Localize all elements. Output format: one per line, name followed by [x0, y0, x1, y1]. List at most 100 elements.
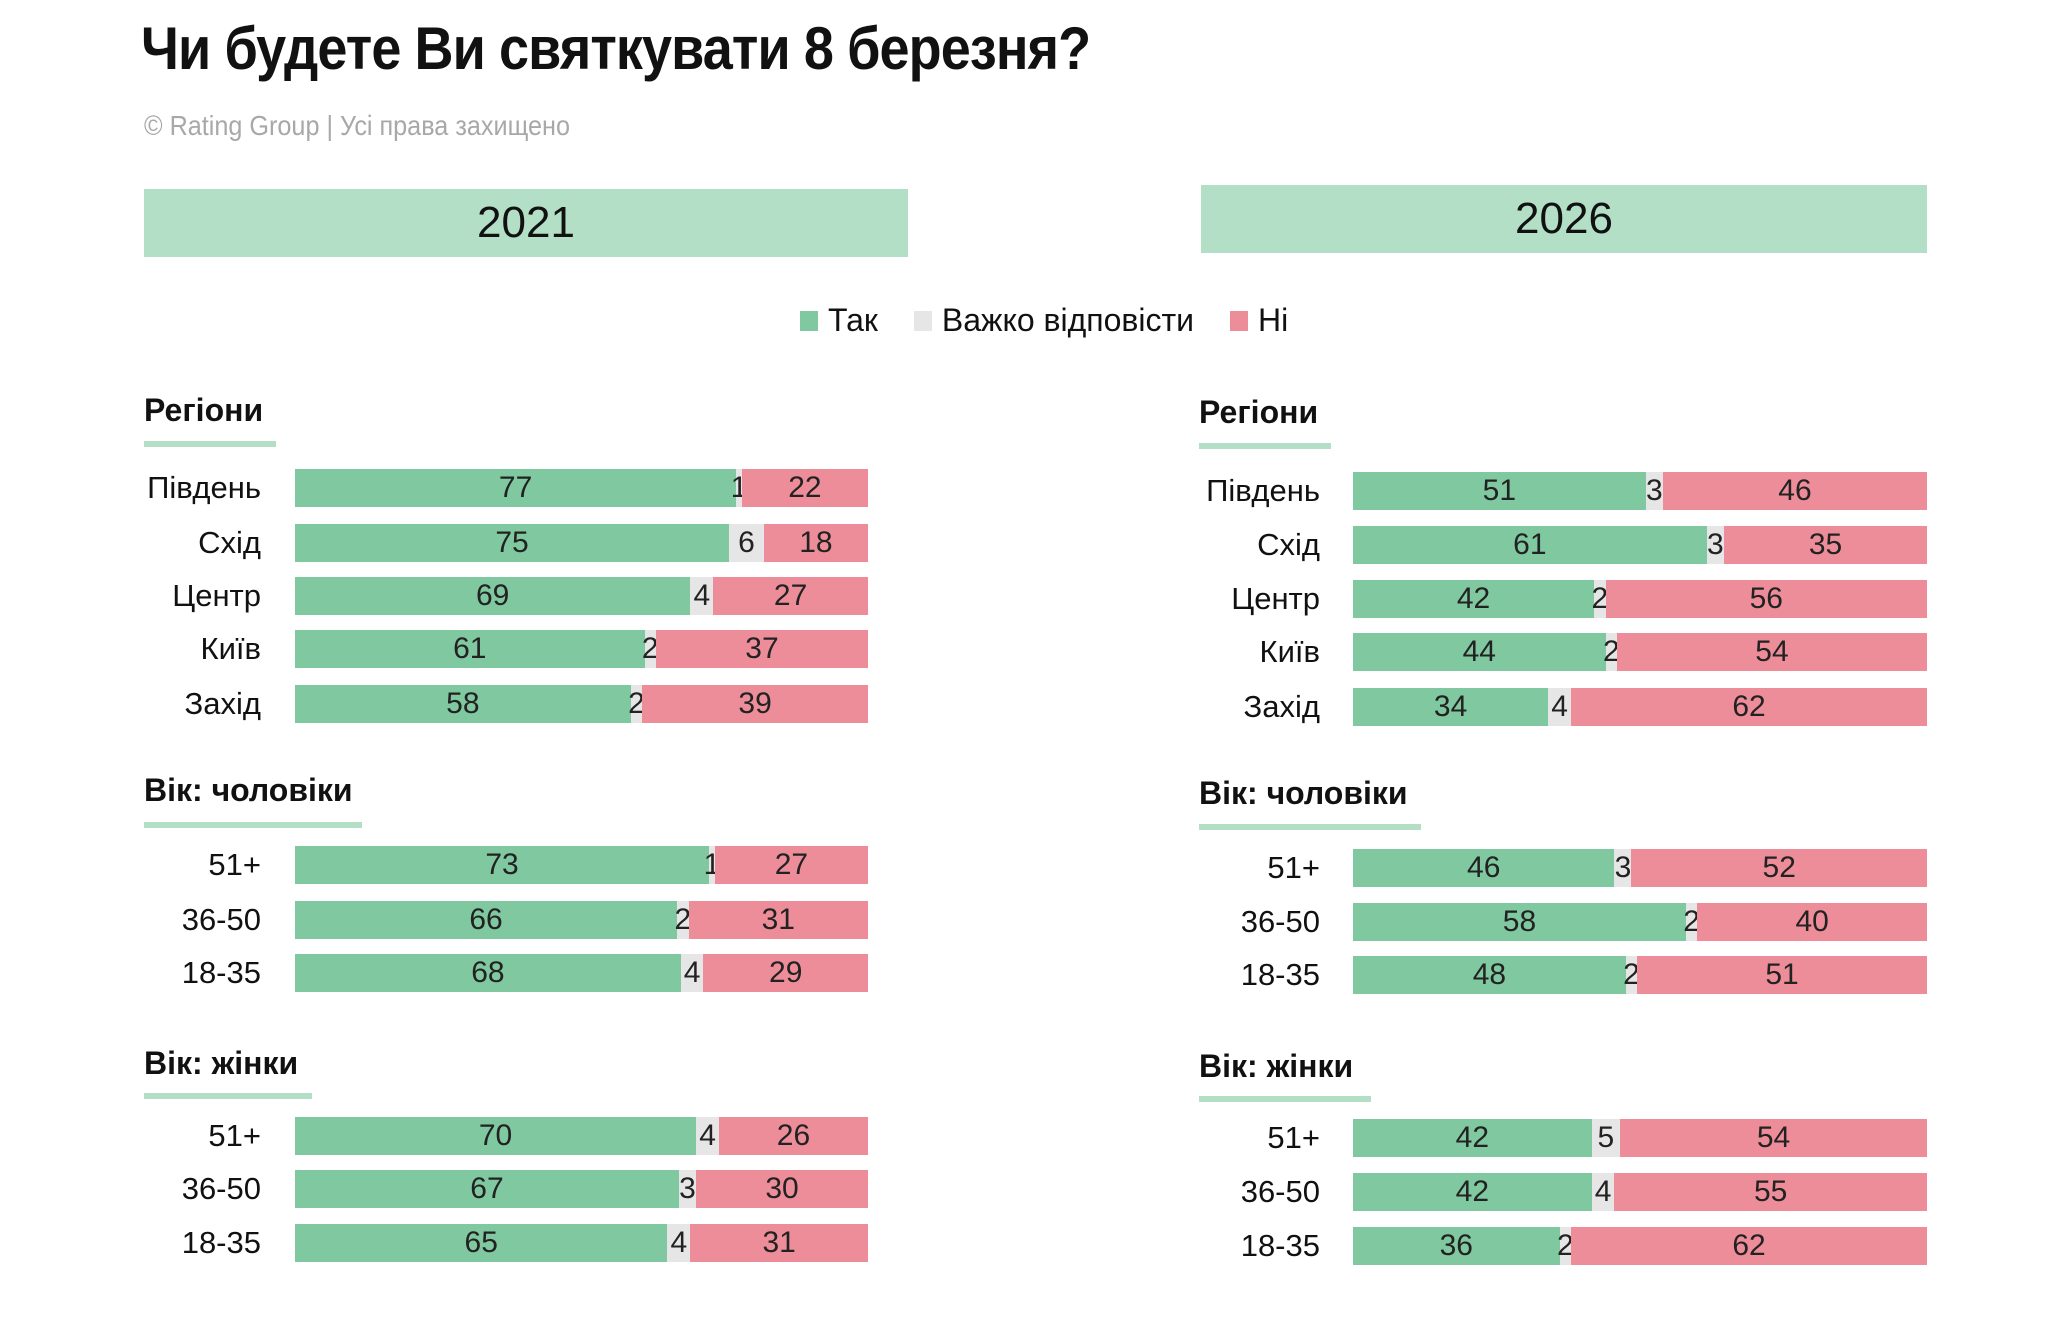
section-title: Регіони	[144, 392, 264, 428]
bar-segment-no: 54	[1620, 1119, 1927, 1157]
stacked-bar: 69 4 27	[295, 577, 868, 615]
bar-segment-hard: 5	[1591, 1119, 1621, 1157]
data-label: 73	[485, 848, 519, 881]
data-label: 4	[1594, 1175, 1612, 1208]
bar-segment-hard: 2	[1623, 956, 1640, 994]
row-label: 36-50	[181, 902, 261, 937]
legend-label: Ні	[1258, 302, 1289, 338]
data-label: 5	[1597, 1121, 1615, 1154]
bar-segment-no: 54	[1617, 633, 1927, 671]
bar-segment-yes: 61	[295, 630, 645, 668]
legend-label: Так	[828, 302, 878, 338]
stacked-bar: 34 4 62	[1353, 688, 1927, 726]
data-label: 2	[1557, 1229, 1574, 1262]
data-label: 46	[1467, 851, 1501, 884]
bar-segment-yes: 48	[1353, 956, 1626, 994]
data-label: 46	[1778, 474, 1812, 507]
bar-segment-no: 39	[642, 685, 868, 723]
legend-label: Важко відповісти	[941, 302, 1195, 338]
data-label: 2	[1591, 582, 1609, 615]
data-label: 75	[495, 526, 529, 559]
data-label: 68	[471, 956, 505, 989]
bar-segment-hard: 4	[690, 577, 714, 615]
data-label: 77	[498, 471, 533, 504]
bar-segment-hard: 2	[674, 901, 692, 939]
year-header-2021: 2021	[144, 189, 908, 257]
data-label: 2	[674, 903, 692, 936]
row-label: 18-35	[181, 955, 261, 990]
stacked-bar: 61 3 35	[1353, 526, 1927, 564]
bar-segment-hard: 4	[1548, 688, 1572, 726]
bar-segment-no: 62	[1571, 688, 1927, 726]
row-label: 36-50	[1240, 904, 1320, 939]
data-label: 55	[1754, 1175, 1788, 1208]
data-label: 26	[776, 1119, 811, 1152]
bar-segment-hard: 6	[729, 524, 764, 562]
data-label: 67	[470, 1172, 504, 1205]
bar-segment-no: 27	[714, 846, 868, 884]
data-label: 2	[1683, 905, 1700, 938]
copyright-subtitle: © Rating Group | Усі права захищено	[144, 110, 570, 141]
row-label: Південь	[147, 470, 261, 505]
year-header-2026: 2026	[1201, 185, 1927, 253]
bar-segment-no: 46	[1662, 472, 1927, 510]
bar-segment-hard: 3	[1706, 526, 1725, 564]
data-label: 37	[745, 632, 779, 665]
stacked-bar: 70 4 26	[295, 1117, 868, 1155]
data-label: 61	[453, 632, 487, 665]
data-label: 66	[469, 903, 503, 936]
bar-segment-yes: 42	[1353, 1119, 1592, 1157]
bar-segment-hard: 3	[1614, 849, 1632, 887]
data-label: 58	[446, 687, 480, 720]
bar-segment-no: 29	[703, 954, 868, 992]
data-label: 54	[1756, 1121, 1791, 1154]
row-label: Захід	[1243, 689, 1320, 724]
section-title: Вік: жінки	[144, 1045, 299, 1081]
data-label: 42	[1456, 582, 1491, 615]
stacked-bar: 36 2 62	[1353, 1227, 1927, 1265]
bar-segment-hard: 4	[1591, 1173, 1615, 1211]
data-label: 52	[1762, 851, 1796, 884]
stacked-bar: 77 1 22	[295, 469, 868, 507]
bar-segment-no: 55	[1614, 1173, 1927, 1211]
section-underline	[144, 1093, 312, 1099]
legend-item-no: Ні	[1230, 302, 1288, 339]
data-label: 22	[788, 471, 822, 504]
bar-segment-yes: 75	[295, 524, 730, 562]
stacked-bar: 73 1 27	[295, 846, 868, 884]
data-label: 18	[799, 526, 833, 559]
data-label: 58	[1502, 905, 1537, 938]
row-label: 51+	[1267, 850, 1320, 885]
data-label: 39	[738, 687, 772, 720]
bar-segment-yes: 58	[295, 685, 631, 723]
data-label: 31	[761, 903, 795, 936]
data-label: 3	[1707, 528, 1724, 561]
data-label: 4	[693, 579, 711, 612]
bar-segment-yes: 44	[1353, 633, 1606, 671]
bar-segment-hard: 4	[680, 954, 704, 992]
chart-title: Чи будете Ви святкувати 8 березня?	[141, 15, 1091, 82]
bar-segment-no: 27	[713, 577, 868, 615]
year-label: 2021	[477, 198, 575, 247]
bar-segment-no: 51	[1637, 956, 1927, 994]
data-label: 3	[1614, 851, 1632, 884]
data-label: 51	[1765, 958, 1799, 991]
data-label: 34	[1433, 690, 1468, 723]
stacked-bar: 75 6 18	[295, 524, 868, 562]
bar-segment-yes: 42	[1353, 580, 1595, 618]
bar-segment-yes: 61	[1353, 526, 1707, 564]
row-label: Південь	[1206, 473, 1320, 508]
row-label: 51+	[1267, 1120, 1320, 1155]
row-label: Захід	[184, 686, 261, 721]
bar-segment-yes: 51	[1353, 472, 1646, 510]
stacked-bar: 67 3 30	[295, 1170, 868, 1208]
bar-segment-hard: 4	[667, 1224, 691, 1262]
legend-swatch-hard	[913, 310, 932, 331]
row-label: 51+	[208, 1118, 261, 1153]
bar-segment-hard: 2	[628, 685, 645, 723]
bar-segment-no: 30	[696, 1170, 868, 1208]
section-title: Регіони	[1199, 394, 1319, 430]
bar-segment-no: 62	[1571, 1227, 1927, 1265]
row-label: 51+	[208, 847, 261, 882]
bar-segment-no: 31	[688, 901, 868, 939]
